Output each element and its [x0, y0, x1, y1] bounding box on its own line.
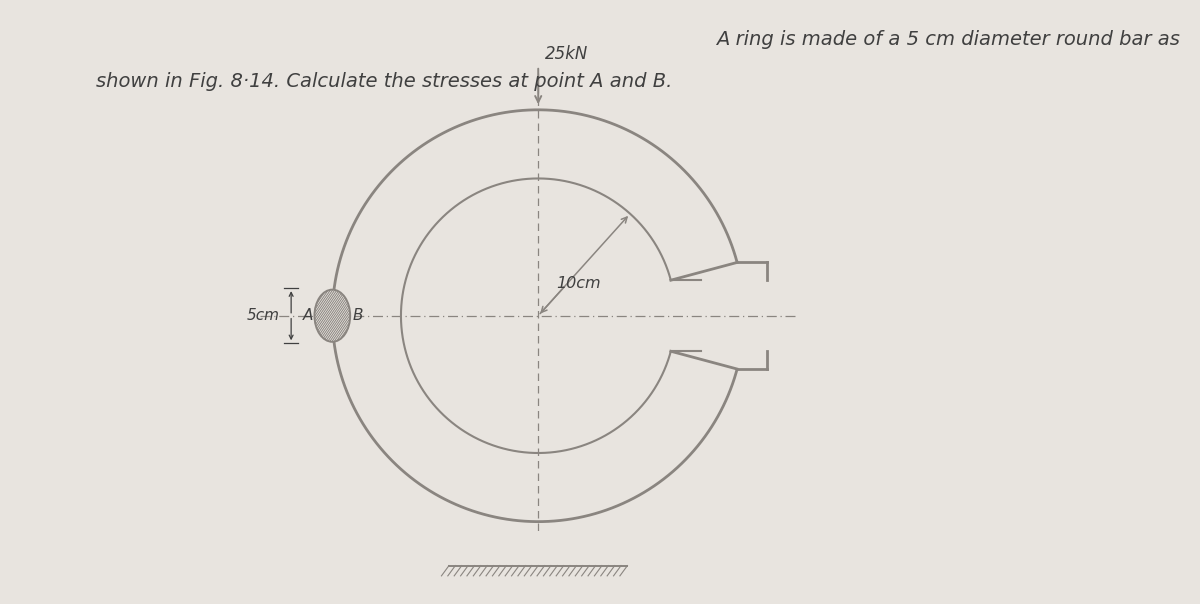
- Text: shown in Fig. 8·14. Calculate the stresses at point A and B.: shown in Fig. 8·14. Calculate the stress…: [96, 72, 672, 91]
- Text: A ring is made of a 5 cm diameter round bar as: A ring is made of a 5 cm diameter round …: [716, 30, 1180, 49]
- Text: 10cm: 10cm: [556, 276, 601, 291]
- Text: B: B: [353, 307, 364, 323]
- Text: A: A: [302, 307, 313, 323]
- Text: 25kN: 25kN: [545, 45, 588, 63]
- Ellipse shape: [314, 290, 350, 342]
- Text: 5cm: 5cm: [247, 308, 280, 323]
